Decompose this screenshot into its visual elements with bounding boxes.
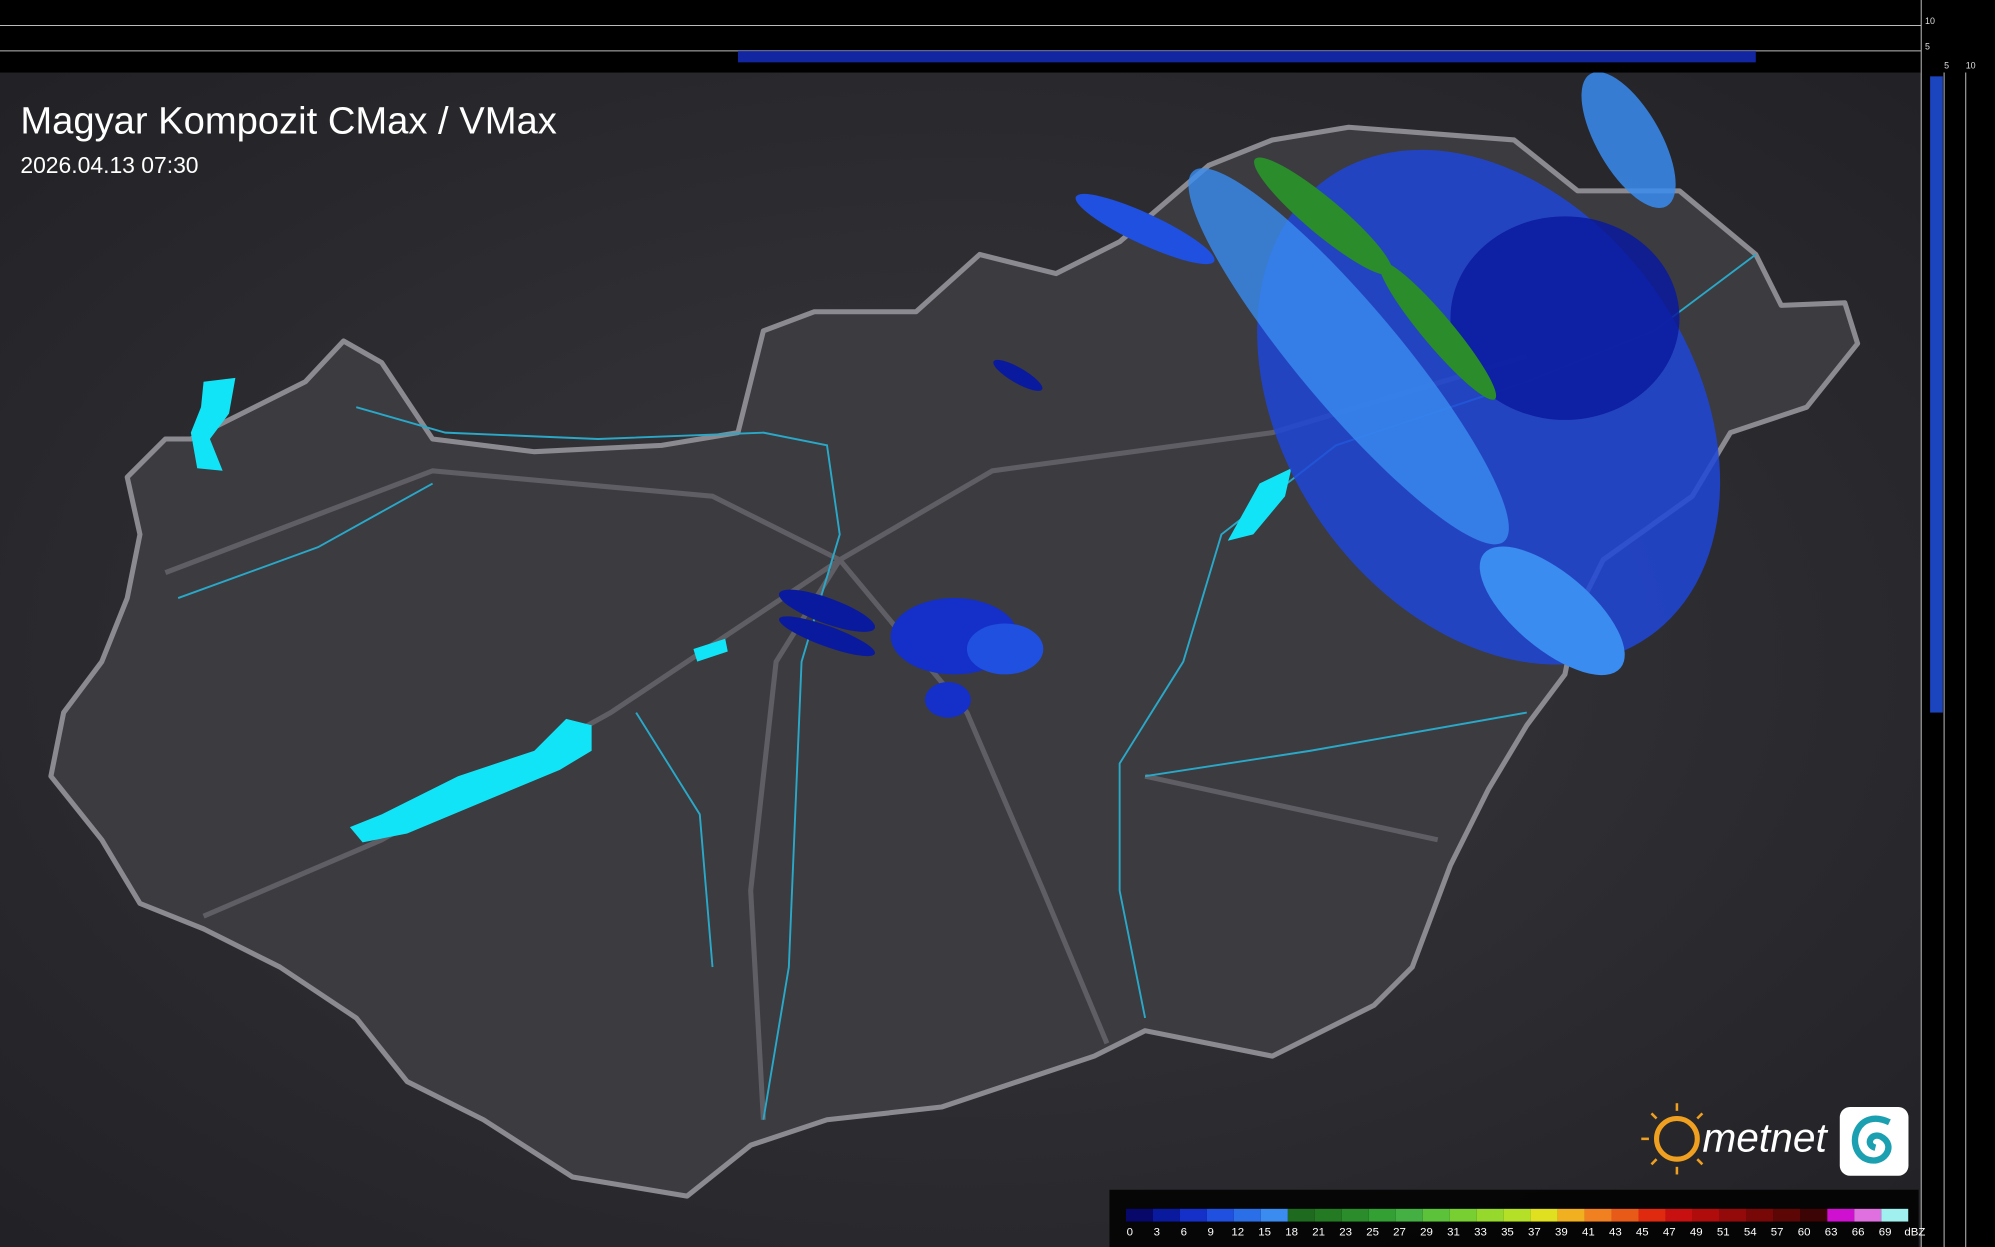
profile-tick: 10	[1925, 16, 1935, 26]
legend-label: 27	[1393, 1227, 1406, 1239]
legend-label: 35	[1501, 1227, 1514, 1239]
legend-label: 23	[1339, 1227, 1352, 1239]
legend-label: 39	[1555, 1227, 1568, 1239]
legend-swatch	[1233, 1208, 1261, 1222]
legend-swatch	[1611, 1208, 1639, 1222]
legend-swatch	[1152, 1208, 1180, 1222]
legend-label: 57	[1771, 1227, 1784, 1239]
legend-swatch	[1854, 1208, 1882, 1222]
legend-swatch	[1206, 1208, 1234, 1222]
legend-swatch	[1395, 1208, 1423, 1222]
title: Magyar Kompozit CMax / VMax	[20, 100, 556, 143]
legend-label: 0	[1127, 1227, 1133, 1239]
legend-swatch	[1260, 1208, 1288, 1222]
legend-label: 33	[1474, 1227, 1487, 1239]
legend-swatch	[1476, 1208, 1504, 1222]
legend-swatch	[1530, 1208, 1558, 1222]
legend-swatch	[1341, 1208, 1369, 1222]
legend-label: 9	[1208, 1227, 1214, 1239]
legend-swatch	[1503, 1208, 1531, 1222]
logo-text: metnet	[1702, 1115, 1828, 1161]
profile-tick: 5	[1925, 42, 1930, 52]
logo: metnet	[1641, 1103, 1909, 1176]
legend-swatch	[1368, 1208, 1396, 1222]
legend-swatch	[1800, 1208, 1828, 1222]
precipitation	[778, 71, 1721, 718]
legend-label: 15	[1258, 1227, 1271, 1239]
legend-swatch	[1665, 1208, 1693, 1222]
legend-label: 63	[1825, 1227, 1838, 1239]
legend-label: 25	[1366, 1227, 1379, 1239]
legend-swatch	[1179, 1208, 1207, 1222]
legend-label: 49	[1690, 1227, 1703, 1239]
legend-swatch	[1746, 1208, 1774, 1222]
legend-swatch	[1314, 1208, 1342, 1222]
legend-swatch	[1584, 1208, 1612, 1222]
legend-label: 45	[1636, 1227, 1649, 1239]
legend-swatch	[1638, 1208, 1666, 1222]
legend: 0 3 6 9 12 15 18 21 23 25 27 29 31 33 35 37 39 41 43 45 47 49…	[1126, 1208, 1925, 1239]
lakes	[190, 377, 1292, 843]
legend-label: 31	[1447, 1227, 1460, 1239]
legend-label: 21	[1312, 1227, 1325, 1239]
legend-label: 69	[1879, 1227, 1892, 1239]
legend-label: 41	[1582, 1227, 1595, 1239]
timestamp: 2026.04.13 07:30	[20, 152, 198, 178]
legend-label: 51	[1717, 1227, 1730, 1239]
legend-label: 47	[1663, 1227, 1676, 1239]
legend-swatch	[1287, 1208, 1315, 1222]
profile-tick: 10	[1966, 61, 1976, 71]
legend-label: 3	[1154, 1227, 1160, 1239]
legend-swatch	[1126, 1208, 1153, 1222]
profile-tick: 5	[1944, 61, 1949, 71]
legend-swatch	[1422, 1208, 1450, 1222]
legend-swatch	[1773, 1208, 1801, 1222]
legend-swatch	[1719, 1208, 1747, 1222]
legend-label: 29	[1420, 1227, 1433, 1239]
legend-swatch	[1692, 1208, 1720, 1222]
legend-swatch	[1881, 1208, 1909, 1222]
legend-swatch	[1557, 1208, 1585, 1222]
legend-swatch	[1827, 1208, 1855, 1222]
legend-swatch	[1449, 1208, 1477, 1222]
legend-label: 60	[1798, 1227, 1811, 1239]
legend-label: 12	[1231, 1227, 1244, 1239]
profile-echo	[737, 50, 1756, 63]
profile-echo	[1930, 76, 1943, 713]
legend-label: 18	[1285, 1227, 1298, 1239]
legend-label: 54	[1744, 1227, 1757, 1239]
legend-label: 37	[1528, 1227, 1541, 1239]
legend-label: 6	[1181, 1227, 1187, 1239]
legend-label: 43	[1609, 1227, 1622, 1239]
legend-label: 66	[1852, 1227, 1865, 1239]
legend-unit: dBZ	[1904, 1227, 1925, 1239]
